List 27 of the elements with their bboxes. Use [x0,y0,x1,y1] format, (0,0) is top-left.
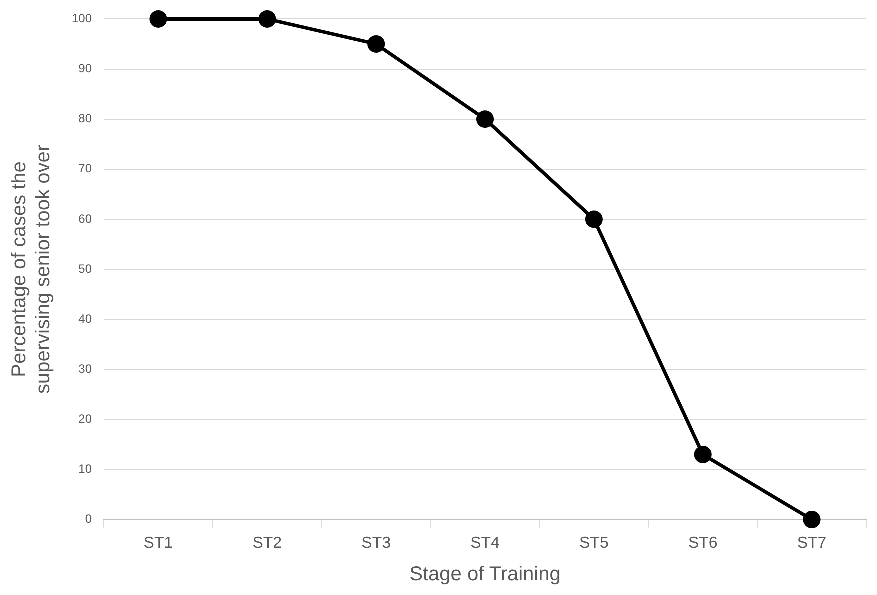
point [368,35,386,53]
y-tick-label: 30 [78,362,92,376]
x-tick-label: ST3 [362,534,392,552]
x-tick-label: ST7 [797,534,827,552]
x-tick-label: ST2 [252,534,282,552]
y-tick-label: 0 [85,512,92,526]
point [150,10,168,28]
point [585,210,603,228]
x-tick-label: ST5 [580,534,609,552]
x-tick-label: ST1 [144,534,174,552]
y-tick-label: 20 [78,412,92,426]
y-tick-label: 60 [78,212,92,226]
point [258,10,276,28]
y-tick-label: 80 [78,112,92,126]
y-tick-label: 100 [72,12,92,26]
point [694,446,712,464]
x-axis-title: Stage of Training [410,564,561,586]
y-tick-label: 50 [78,262,92,276]
point [476,110,494,128]
y-axis-title: Percentage of cases the supervising senior took over [8,144,55,394]
y-tick-label: 90 [78,62,92,76]
y-tick-label: 70 [78,162,92,176]
y-tick-label: 10 [78,462,92,476]
y-tick-label: 40 [78,312,92,326]
point [803,511,821,529]
x-tick-label: ST6 [688,534,718,552]
x-tick-label: ST4 [470,534,500,552]
